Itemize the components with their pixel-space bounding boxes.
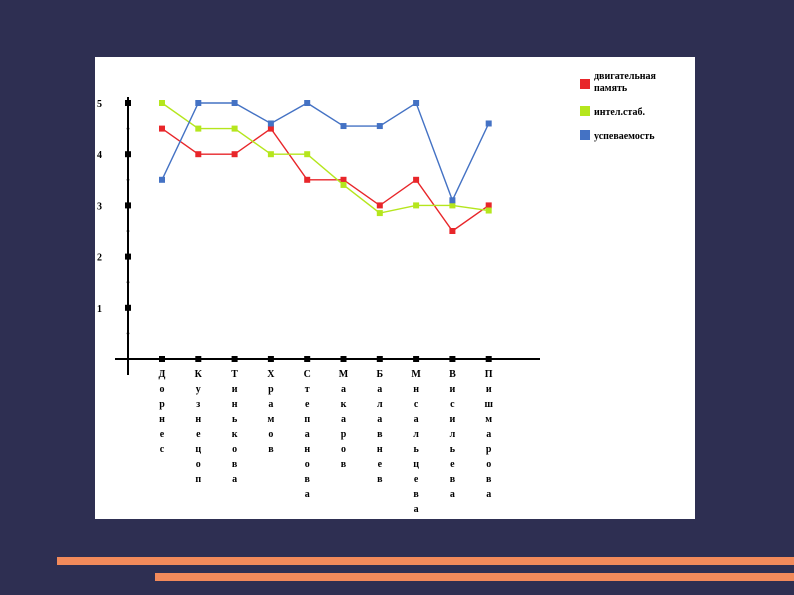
data-point xyxy=(195,125,202,132)
data-point xyxy=(267,120,274,127)
y-tick-mark xyxy=(125,202,131,209)
y-tick-label: 5 xyxy=(97,99,102,110)
x-tick-mark xyxy=(304,356,311,362)
data-point xyxy=(376,123,383,130)
series-line xyxy=(161,101,490,203)
data-point xyxy=(267,151,274,158)
data-point xyxy=(195,151,202,158)
legend-label: двигательная память xyxy=(594,71,657,94)
data-point xyxy=(485,202,492,209)
data-point xyxy=(449,197,456,204)
y-minor-tick xyxy=(126,127,130,130)
y-tick-label: 4 xyxy=(97,150,102,161)
data-point xyxy=(340,176,347,183)
x-tick-mark xyxy=(195,356,202,362)
line-chart: 1 2 3 4 5 Д о р н е с К у з н е ц о п Т и н ь к о в a Х р а м о в С т е п а н о… xyxy=(97,71,657,515)
y-tick-mark xyxy=(125,304,131,311)
data-point xyxy=(267,125,274,132)
y-tick-label: 2 xyxy=(97,253,102,264)
data-point xyxy=(485,120,492,127)
data-point xyxy=(231,151,238,158)
x-tick-mark xyxy=(159,356,165,362)
data-point xyxy=(159,176,165,183)
y-tick-mark xyxy=(125,100,131,106)
x-tick-mark xyxy=(485,356,492,362)
legend-swatch xyxy=(580,130,590,140)
data-point xyxy=(195,100,202,106)
legend-swatch xyxy=(580,79,590,89)
x-tick-mark xyxy=(449,356,456,362)
y-minor-tick xyxy=(126,332,130,335)
data-point xyxy=(340,123,347,130)
x-tick-mark xyxy=(376,356,383,362)
decorative-stripe-top xyxy=(57,557,794,565)
data-point xyxy=(449,228,456,234)
data-point xyxy=(413,176,420,183)
data-point xyxy=(340,181,347,188)
series-line xyxy=(161,102,489,214)
y-minor-tick xyxy=(126,229,130,233)
x-tick-mark xyxy=(413,356,420,362)
data-point xyxy=(449,202,456,209)
data-point xyxy=(159,100,165,106)
data-point xyxy=(304,176,311,183)
x-tick-mark xyxy=(267,356,274,362)
y-minor-tick xyxy=(126,178,130,182)
data-point xyxy=(376,202,383,209)
x-tick-mark xyxy=(231,356,238,362)
legend-label: успеваемость xyxy=(594,131,655,142)
data-point xyxy=(231,125,238,132)
y-tick-mark xyxy=(125,253,131,260)
data-point xyxy=(304,151,311,158)
data-point xyxy=(376,210,383,217)
legend-swatch xyxy=(580,106,590,116)
decorative-stripe-bottom xyxy=(155,573,794,581)
data-point xyxy=(231,100,238,106)
data-point xyxy=(304,100,311,106)
y-minor-tick xyxy=(126,280,130,284)
data-point xyxy=(413,202,420,209)
data-point xyxy=(413,100,420,106)
x-tick-mark xyxy=(340,356,347,362)
y-tick-label: 1 xyxy=(97,304,102,315)
y-tick-label: 3 xyxy=(97,201,102,212)
data-point xyxy=(485,207,492,214)
y-tick-mark xyxy=(125,151,131,158)
data-point xyxy=(159,125,165,132)
series-line xyxy=(161,127,490,232)
legend-label: интел.стаб. xyxy=(594,107,645,118)
